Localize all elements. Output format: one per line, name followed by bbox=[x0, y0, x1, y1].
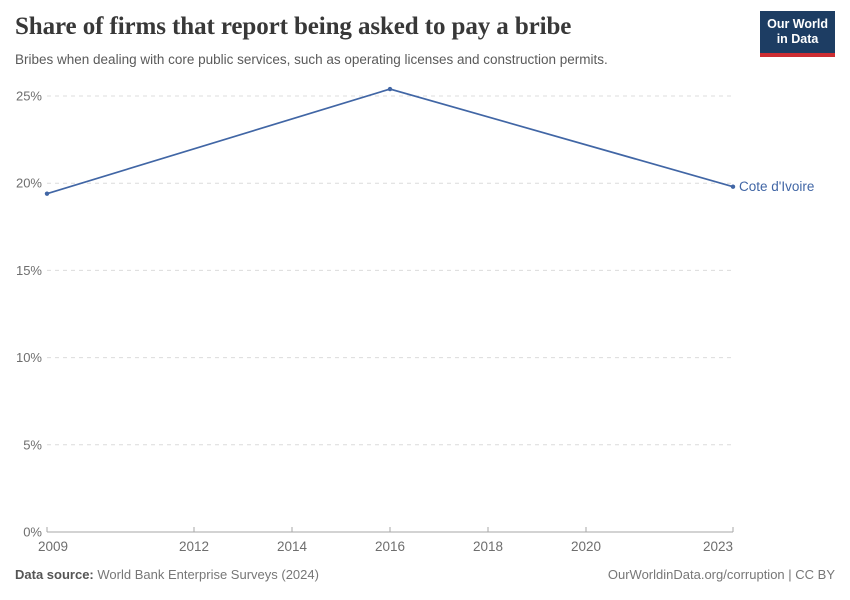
owid-logo-line1: Our World bbox=[767, 17, 828, 31]
y-axis-tick-label: 25% bbox=[16, 89, 42, 104]
x-axis-tick-label: 2016 bbox=[375, 539, 405, 554]
x-axis-tick-label: 2023 bbox=[703, 539, 733, 554]
y-axis-tick-label: 5% bbox=[23, 437, 42, 452]
x-axis-tick-label: 2018 bbox=[473, 539, 503, 554]
y-axis-tick-label: 0% bbox=[23, 525, 42, 540]
y-axis-tick-label: 10% bbox=[16, 350, 42, 365]
x-axis-tick-label: 2020 bbox=[571, 539, 601, 554]
owid-logo-line2: in Data bbox=[776, 32, 819, 47]
x-axis-tick-label: 2014 bbox=[277, 539, 308, 554]
y-axis-tick-label: 15% bbox=[16, 263, 42, 278]
data-source-label: Data source: bbox=[15, 567, 94, 582]
data-point[interactable] bbox=[730, 184, 736, 189]
owid-logo[interactable]: Our World in Data bbox=[760, 11, 835, 57]
y-axis-tick-label: 20% bbox=[16, 176, 42, 191]
data-point[interactable] bbox=[387, 86, 393, 92]
data-source: Data source: World Bank Enterprise Surve… bbox=[15, 567, 319, 582]
license-note[interactable]: OurWorldinData.org/corruption | CC BY bbox=[607, 567, 835, 582]
x-axis-tick-label: 2012 bbox=[179, 539, 209, 554]
data-source-value: World Bank Enterprise Surveys (2024) bbox=[97, 567, 319, 582]
chart-subtitle: Bribes when dealing with core public ser… bbox=[15, 52, 608, 67]
series-line bbox=[46, 88, 734, 195]
x-axis-tick-label: 2009 bbox=[38, 539, 68, 554]
page-title: Share of firms that report being asked t… bbox=[15, 13, 572, 40]
line-chart: 0% 5% 10% 15% 20% 25% 2009 2012 2014 2016 2018 2020… bbox=[16, 86, 814, 554]
chart-header: Share of firms that report being asked t… bbox=[15, 12, 755, 69]
chart-footer: Data source: World Bank Enterprise Surve… bbox=[15, 567, 835, 582]
data-point[interactable] bbox=[44, 191, 50, 196]
series-label[interactable]: Cote d'Ivoire bbox=[739, 179, 814, 194]
